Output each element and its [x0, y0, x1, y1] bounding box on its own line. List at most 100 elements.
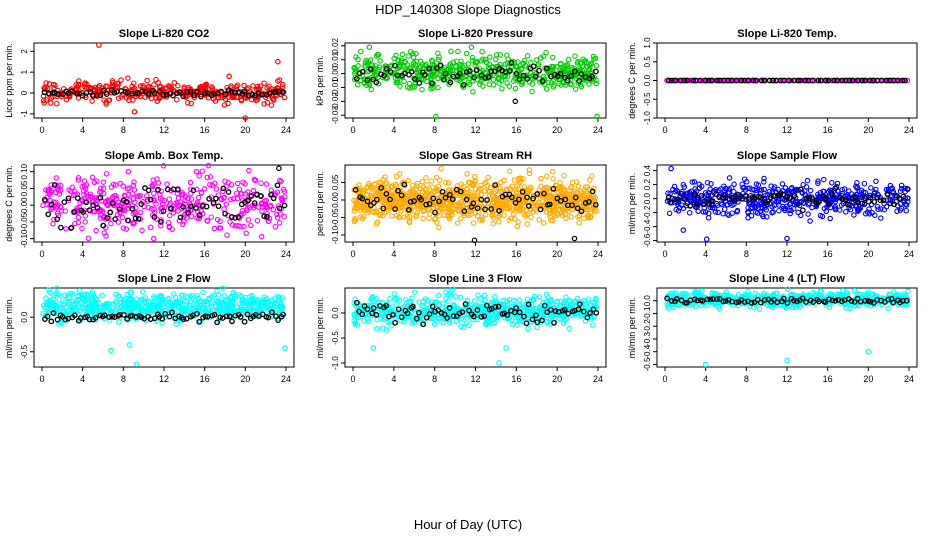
series-hourly [352, 181, 599, 244]
data-point [121, 312, 127, 318]
data-point [122, 85, 128, 92]
x-tick-label: 0 [39, 125, 44, 135]
data-point [713, 200, 720, 207]
y-axis-label: degrees C per min. [4, 165, 14, 242]
data-point [131, 179, 137, 185]
data-point [578, 312, 584, 319]
data-point [75, 214, 82, 221]
data-point [471, 173, 478, 180]
data-point [227, 294, 234, 301]
data-point [236, 301, 243, 307]
data-point [881, 206, 888, 213]
data-point [413, 315, 420, 322]
data-point [233, 83, 240, 90]
data-point [861, 180, 868, 187]
data-point [819, 213, 826, 220]
data-point [420, 203, 426, 209]
outlier-point [126, 341, 133, 348]
data-point [101, 230, 108, 236]
data-point [582, 200, 589, 206]
data-point [751, 195, 758, 202]
data-point [429, 80, 435, 87]
x-tick-label: 0 [350, 374, 355, 384]
data-point [714, 77, 720, 84]
data-point [271, 192, 278, 198]
data-point [511, 177, 518, 183]
data-point [243, 306, 249, 313]
data-point [446, 215, 453, 222]
data-point [535, 200, 541, 206]
data-point [591, 185, 597, 192]
data-point [428, 86, 434, 92]
data-point [537, 310, 544, 316]
y-tick-label: -0.5 [643, 92, 652, 106]
data-point [89, 289, 96, 295]
data-point [551, 319, 557, 326]
data-point [411, 76, 418, 82]
data-point [252, 177, 259, 184]
data-point [839, 196, 846, 203]
data-point [146, 308, 152, 315]
data-point [81, 183, 88, 190]
data-point [361, 303, 368, 309]
data-point [217, 298, 224, 305]
data-point [903, 207, 910, 214]
data-point [526, 203, 532, 209]
data-point [585, 296, 592, 302]
data-point [881, 200, 887, 207]
data-point [543, 86, 550, 92]
data-point [435, 75, 441, 82]
data-point [431, 321, 438, 328]
data-point [864, 77, 871, 84]
data-point [275, 293, 281, 300]
data-point [557, 70, 564, 77]
data-point [175, 195, 182, 201]
data-point [486, 81, 493, 88]
data-point [236, 89, 243, 96]
data-point [896, 77, 903, 84]
data-point [584, 184, 591, 190]
data-point [170, 92, 176, 99]
data-point [196, 212, 203, 218]
data-point [559, 184, 565, 190]
data-point [46, 286, 52, 293]
data-point [666, 210, 673, 217]
data-point [525, 325, 531, 332]
outlier-point [226, 73, 232, 80]
data-point [48, 182, 54, 188]
data-point [230, 195, 237, 202]
data-point [413, 50, 419, 57]
data-point [392, 319, 398, 326]
data-point [166, 223, 173, 230]
x-tick-label: 16 [511, 374, 521, 384]
data-point [454, 58, 460, 64]
data-point [198, 93, 204, 100]
data-point [534, 324, 540, 331]
data-point [458, 209, 465, 215]
series-hourly [42, 309, 286, 326]
data-point [899, 77, 906, 84]
data-point [375, 299, 382, 306]
data-point [100, 222, 107, 229]
data-point [196, 173, 202, 179]
data-point [407, 214, 413, 220]
data-point [805, 211, 811, 217]
data-point [517, 203, 524, 210]
data-point [364, 77, 371, 83]
data-point [368, 86, 375, 93]
outlier-point [151, 235, 157, 242]
data-point [107, 209, 114, 216]
data-point [104, 215, 111, 221]
data-point [851, 212, 857, 218]
data-point [50, 296, 56, 302]
data-point [590, 322, 596, 328]
data-point [414, 180, 421, 187]
data-point [131, 187, 138, 193]
data-point [549, 168, 556, 175]
data-point [759, 211, 765, 218]
data-point [492, 68, 498, 75]
data-point [61, 199, 68, 205]
data-point [533, 312, 539, 319]
x-tick-label: 20 [863, 249, 873, 259]
